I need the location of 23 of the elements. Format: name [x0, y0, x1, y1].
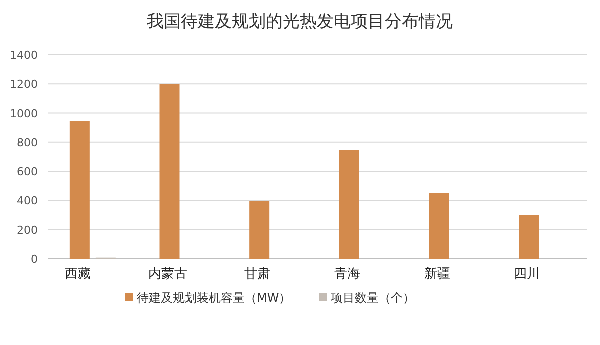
- chart-title: 我国待建及规划的光热发电项目分布情况: [147, 12, 453, 32]
- bar: [70, 121, 90, 259]
- x-tick-label: 甘肃: [244, 267, 271, 282]
- bar: [519, 215, 540, 259]
- y-tick-label: 600: [17, 166, 38, 179]
- legend-label: 项目数量（个）: [331, 291, 416, 305]
- x-tick-label: 新疆: [424, 267, 450, 282]
- y-tick-label: 400: [17, 194, 38, 208]
- bar: [429, 193, 450, 259]
- x-tick-label: 内蒙古: [148, 267, 188, 282]
- bar: [339, 150, 360, 259]
- x-tick-label: 青海: [334, 267, 360, 282]
- legend-label: 待建及规划装机容量（MW）: [137, 291, 292, 305]
- y-tick-label: 200: [17, 224, 38, 237]
- x-tick-label: 四川: [514, 267, 540, 282]
- y-tick-label: 0: [31, 253, 38, 266]
- y-tick-label: 1000: [10, 107, 38, 120]
- y-tick-label: 800: [17, 136, 38, 150]
- x-tick-label: 西藏: [64, 267, 91, 282]
- bar: [250, 201, 270, 259]
- y-tick-label: 1200: [10, 78, 38, 92]
- bar: [160, 84, 180, 259]
- y-tick-label: 1400: [10, 49, 38, 62]
